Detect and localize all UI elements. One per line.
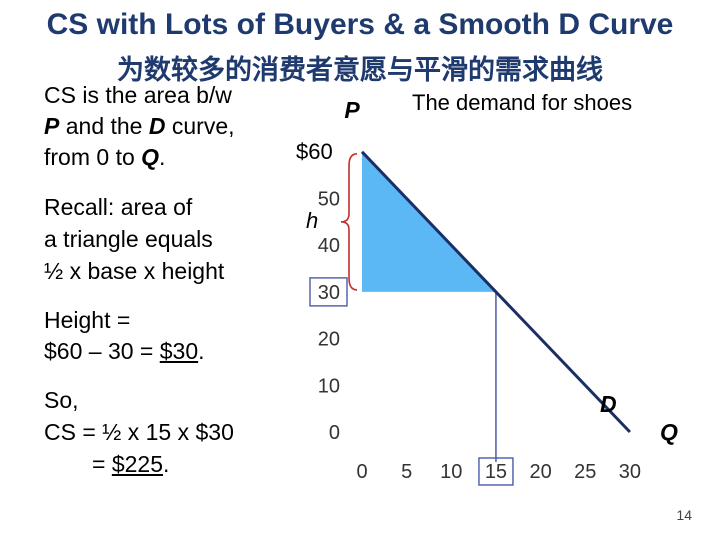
x-tick-label: 0 — [356, 461, 367, 483]
price-60-label: $60 — [296, 139, 333, 164]
quantity-axis-ticks: 0 5 10 15 20 25 30 — [356, 461, 641, 483]
slide-title: CS with Lots of Buyers & a Smooth D Curv… — [46, 8, 674, 41]
y-tick-label: 30 — [318, 282, 340, 304]
x-tick-label: 15 — [485, 461, 507, 483]
cs-result-text: = — [92, 451, 112, 477]
y-tick-label: 50 — [318, 189, 340, 211]
x-tick-label: 25 — [574, 461, 596, 483]
x-tick-label: 20 — [529, 461, 551, 483]
y-tick-label: 20 — [318, 329, 340, 351]
y-tick-label: 40 — [318, 235, 340, 257]
recall-line-2: a triangle equals — [44, 226, 213, 252]
x-tick-label: 30 — [619, 461, 641, 483]
cs-result-text: . — [163, 451, 170, 477]
so-line-2: CS = ½ x 15 x $30 — [44, 419, 234, 445]
height-text: . — [198, 338, 205, 364]
x-tick-label: 5 — [401, 461, 412, 483]
price-axis-label: P — [344, 97, 360, 123]
height-h-label: h — [306, 208, 318, 233]
highlighted-quantity-box — [478, 457, 514, 486]
q-symbol: Q — [141, 144, 160, 170]
highlighted-price-box — [309, 277, 348, 307]
cs-definition-text: from 0 to — [44, 144, 142, 170]
x-tick-label: 10 — [440, 461, 462, 483]
height-line-1: Height = — [44, 307, 131, 333]
recall-line-1: Recall: area of — [44, 194, 193, 220]
so-line-1: So, — [44, 387, 79, 413]
height-value: $30 — [159, 338, 199, 364]
height-text: $60 – 30 = — [44, 338, 160, 364]
y-tick-label: 0 — [329, 422, 340, 444]
cs-result-value: $225 — [111, 451, 163, 477]
cs-definition-text: curve, — [165, 113, 235, 139]
chart-heading: The demand for shoes — [412, 90, 632, 115]
page-number: 14 — [676, 507, 692, 523]
demand-curve-label: D — [600, 391, 617, 417]
cs-definition-text: and the — [59, 113, 149, 139]
cs-definition-text: . — [159, 144, 166, 170]
p-symbol: P — [44, 113, 60, 139]
recall-line-3: ½ x base x height — [44, 258, 225, 284]
cs-definition-line-3: from 0 to Q. — [44, 142, 165, 173]
so-line-3: = $225. — [92, 449, 169, 480]
height-line-2: $60 – 30 = $30. — [44, 336, 205, 367]
demand-curve — [360, 150, 631, 434]
height-brace — [340, 153, 358, 291]
y-tick-label: 10 — [318, 375, 340, 397]
cs-definition-line-2: P and the D curve, — [44, 111, 235, 142]
d-symbol: D — [148, 113, 166, 139]
price-axis-ticks: 0 10 20 30 40 50 — [318, 189, 340, 445]
slide-subtitle-chinese: 为数较多的消费者意愿与平滑的需求曲线 — [117, 55, 603, 86]
quantity-axis-label: Q — [660, 419, 678, 445]
cs-definition-line-1: CS is the area b/w — [44, 82, 232, 108]
